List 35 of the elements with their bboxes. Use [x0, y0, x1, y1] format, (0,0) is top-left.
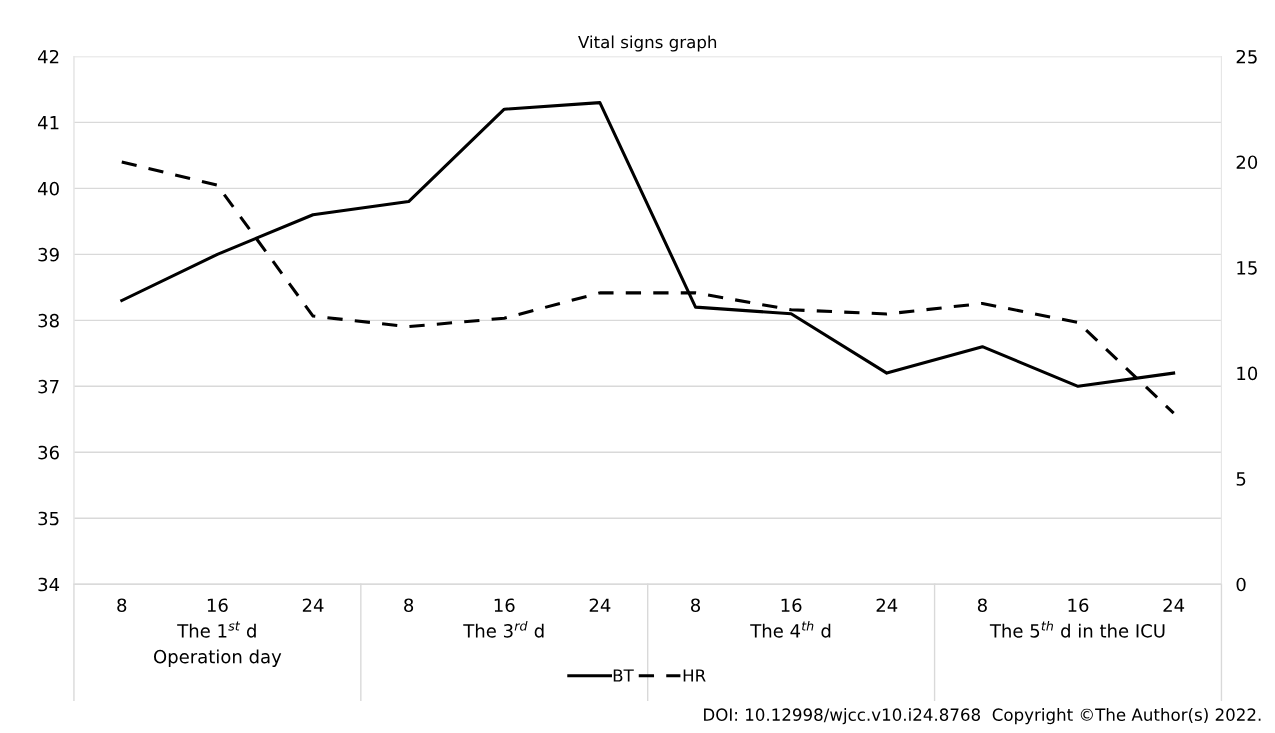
- text: The 1$^{st}$ d Operation day: [154, 621, 282, 667]
- x-tick-label: 8: [404, 598, 414, 613]
- y-tick-label: 41: [37, 116, 59, 130]
- text: The 3$^{rd}$ d: [463, 620, 544, 638]
- text: The 5$^{th}$ d in the ICU: [989, 620, 1165, 638]
- y2-tick-label: 5: [1236, 472, 1246, 486]
- y-tick-label: 36: [38, 445, 59, 460]
- text: DOI: 10.12998/wjcc.v10.i24.8768 Copyright ©The Author(s) 2022.: [704, 708, 1261, 725]
- y2-tick-label: 25: [1236, 49, 1257, 64]
- y-tick-label: 39: [38, 247, 59, 262]
- x-tick-label: 16: [207, 598, 228, 613]
- legend-label: BT: [613, 669, 634, 682]
- y2-tick-label: 15: [1237, 261, 1257, 275]
- y-tick-label: 40: [37, 181, 59, 196]
- x-tick-label: 24: [876, 598, 898, 612]
- x-tick-label: 8: [117, 598, 127, 613]
- y2-tick-label: 0: [1236, 577, 1246, 592]
- chart-title: Vital signs graph: [578, 35, 717, 52]
- x-tick-label: 8: [977, 598, 987, 613]
- legend-label: HR: [683, 669, 706, 682]
- x-tick-label: 24: [302, 598, 324, 612]
- x-tick-label: 16: [781, 598, 802, 613]
- x-tick-label: 16: [1068, 598, 1089, 613]
- y2-tick-label: 10: [1237, 366, 1258, 381]
- y-tick-label: 37: [38, 379, 59, 394]
- x-tick-label: 8: [690, 598, 701, 613]
- y-tick-label: 35: [38, 511, 59, 526]
- y-tick-label: 34: [38, 577, 60, 592]
- x-tick-label: 24: [1163, 598, 1185, 612]
- text: The 4$^{th}$ d: [750, 620, 831, 638]
- y-tick-label: 42: [37, 49, 59, 64]
- x-tick-label: 16: [494, 598, 515, 613]
- y-tick-label: 38: [38, 313, 59, 328]
- x-tick-label: 24: [589, 598, 611, 612]
- y2-tick-label: 20: [1236, 155, 1258, 170]
